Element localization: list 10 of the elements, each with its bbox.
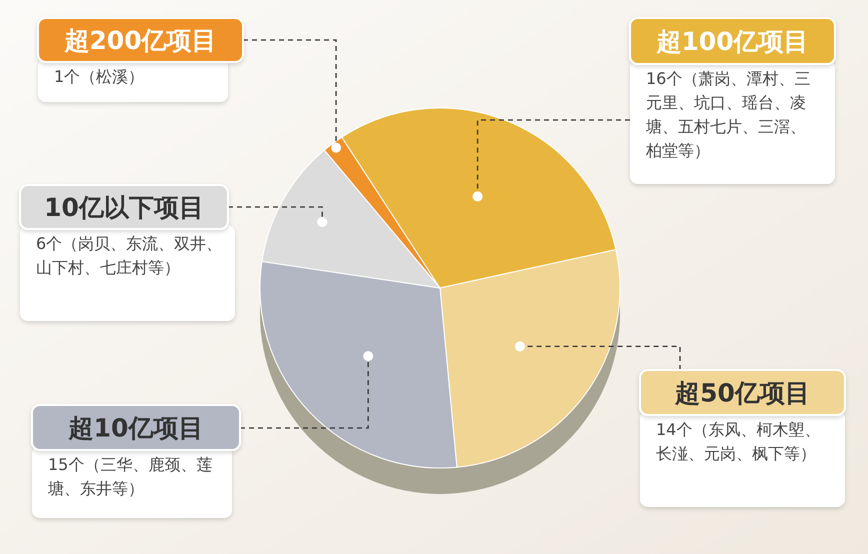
slice-label: 超10亿项目 [68,414,204,442]
slice-label: 超50亿项目 [674,378,810,408]
data-label: 6个（岗贝、东流、双井、山下村、七庄村等） [36,234,222,277]
data-label: 15个（三华、鹿颈、莲塘、东井等） [47,455,212,498]
slice-label: 超200亿项目 [63,26,217,55]
slice-label: 10亿以下项目 [44,193,204,222]
data-label: 1个（松溪） [54,67,144,86]
data-label: 16个（萧岗、潭村、三元里、坑口、瑶台、凌塘、五村七片、三滘、柏堂等） [645,69,810,160]
data-label: 14个（东风、柯木塱、长湴、元岗、枫下等） [656,420,820,463]
slice-label: 超100亿项目 [655,27,809,56]
